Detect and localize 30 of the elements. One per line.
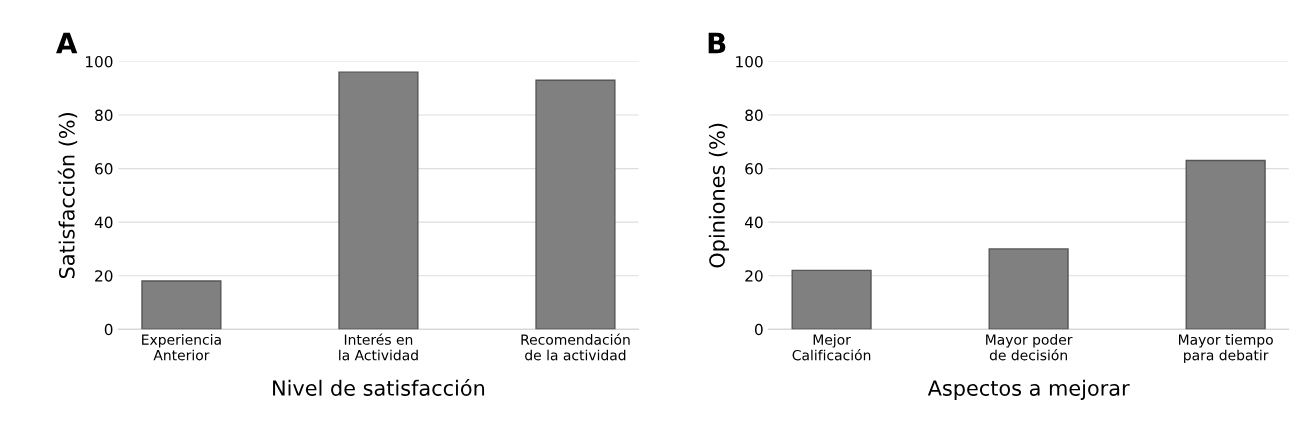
bar bbox=[988, 248, 1069, 330]
x-tick-label: Mejor Calificación bbox=[792, 334, 871, 361]
x-tick-label: Recomendación de la actividad bbox=[521, 333, 630, 361]
chart-title: B bbox=[708, 32, 726, 54]
bar bbox=[1185, 159, 1266, 330]
y-tick-label: 80 bbox=[745, 109, 763, 122]
y-axis-title: Opiniones (%) bbox=[708, 123, 729, 268]
y-tick-label: 20 bbox=[745, 270, 763, 282]
x-tick-label: Mayor tiempo para debatir bbox=[1179, 334, 1273, 364]
y-tick-label: 0 bbox=[754, 323, 763, 336]
y-tick-label: 0 bbox=[104, 323, 113, 336]
x-tick-label: Mayor poder de decisión bbox=[986, 334, 1073, 361]
y-tick-label: 60 bbox=[95, 163, 113, 175]
y-tick-label: 100 bbox=[86, 55, 113, 68]
bar bbox=[141, 280, 222, 330]
x-tick-label: Interés en la Actividad bbox=[339, 333, 418, 361]
x-tick-label: Experiencia Anterior bbox=[142, 334, 221, 361]
x-axis-title: Aspectos a mejorar bbox=[927, 379, 1130, 400]
y-tick-label: 40 bbox=[744, 216, 763, 229]
x-axis-title: Nivel de satisfacción bbox=[273, 378, 485, 396]
bar bbox=[791, 269, 872, 330]
y-tick-label: 80 bbox=[95, 109, 113, 122]
y-axis-title: Satisfacción (%) bbox=[57, 113, 78, 279]
y-tick-label: 100 bbox=[736, 55, 763, 68]
y-tick-label: 40 bbox=[94, 216, 113, 229]
y-tick-label: 20 bbox=[95, 270, 113, 282]
bar bbox=[535, 79, 616, 330]
bar bbox=[338, 71, 419, 330]
y-tick-label: 60 bbox=[745, 163, 763, 175]
chart-title: A bbox=[56, 32, 78, 54]
